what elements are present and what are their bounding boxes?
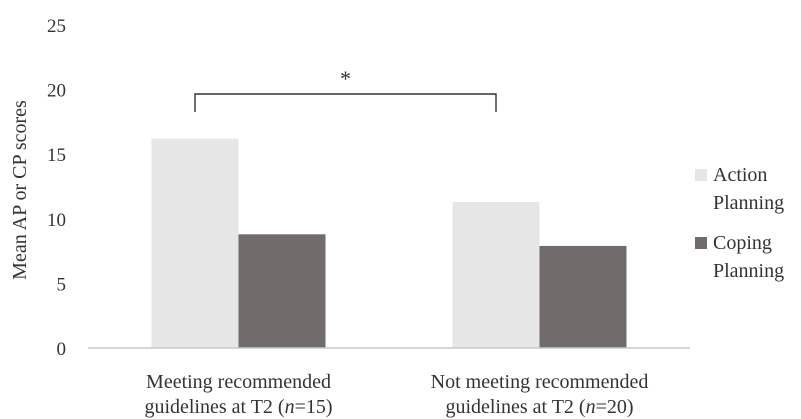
y-axis-label: Mean AP or CP scores bbox=[9, 100, 31, 280]
legend-swatch bbox=[695, 169, 707, 181]
bar bbox=[238, 234, 326, 348]
x-category-label-part: n bbox=[586, 396, 596, 418]
bars bbox=[151, 138, 627, 348]
x-category-label-part: guidelines at T2 ( bbox=[445, 396, 585, 418]
legend-label: Action bbox=[713, 164, 767, 186]
bar bbox=[539, 245, 627, 348]
significance-annotation: * bbox=[194, 66, 497, 112]
bar bbox=[151, 138, 239, 348]
significance-bracket bbox=[194, 93, 497, 112]
legend: Action Planning Coping Planning bbox=[695, 164, 784, 282]
x-category-label: Not meeting recommended bbox=[431, 371, 649, 393]
y-tick-labels: 0 5 10 15 20 25 bbox=[47, 16, 66, 360]
x-category-label-part: guidelines at T2 ( bbox=[144, 396, 284, 418]
y-tick-label: 20 bbox=[47, 81, 66, 102]
x-category-label: guidelines at T2 (n=20) bbox=[445, 396, 633, 418]
x-category-label: guidelines at T2 (n=15) bbox=[144, 396, 332, 418]
x-category-label-part: n bbox=[285, 396, 295, 418]
y-tick-label: 25 bbox=[47, 16, 66, 37]
y-tick-label: 15 bbox=[47, 145, 66, 166]
bar bbox=[452, 202, 540, 348]
x-category-label-part: =15) bbox=[295, 396, 333, 418]
x-category-label: Meeting recommended bbox=[146, 371, 331, 393]
legend-label: Planning bbox=[713, 192, 784, 214]
legend-label: Coping bbox=[713, 232, 772, 254]
y-tick-label: 5 bbox=[57, 274, 67, 295]
x-category-label-part: =20) bbox=[596, 396, 634, 418]
legend-swatch bbox=[695, 237, 707, 249]
y-tick-label: 0 bbox=[57, 339, 67, 360]
y-tick-label: 10 bbox=[47, 210, 66, 231]
significance-marker: * bbox=[340, 66, 351, 91]
legend-label: Planning bbox=[713, 260, 784, 282]
